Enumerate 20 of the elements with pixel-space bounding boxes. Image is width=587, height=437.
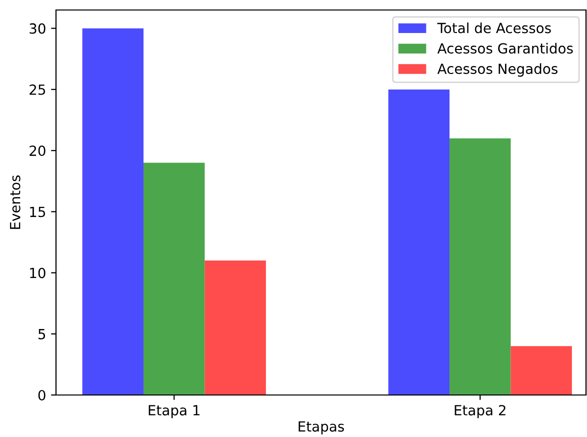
y-tick-label: 25 xyxy=(30,84,46,95)
bar xyxy=(388,89,450,395)
bar xyxy=(144,162,205,395)
legend-label: Acessos Negados xyxy=(437,63,558,77)
y-tick-label: 0 xyxy=(38,390,46,400)
x-axis-title: Etapas xyxy=(298,421,344,434)
y-tick-label: 15 xyxy=(30,206,46,218)
bar xyxy=(204,260,266,395)
y-tick-label: 10 xyxy=(30,268,46,278)
x-tick-label: Etapa 1 xyxy=(148,405,200,418)
y-axis-title: Eventos xyxy=(10,175,20,229)
bar xyxy=(510,346,572,395)
x-tick-label: Etapa 2 xyxy=(454,404,506,418)
legend-label: Acessos Garantidos xyxy=(437,42,573,54)
y-tick-label: 5 xyxy=(38,329,46,340)
legend-label: Total de Acessos xyxy=(437,22,551,34)
bar xyxy=(450,138,511,395)
bar xyxy=(82,28,144,395)
y-tick-label: 30 xyxy=(30,23,46,34)
y-tick-label: 20 xyxy=(30,146,46,156)
